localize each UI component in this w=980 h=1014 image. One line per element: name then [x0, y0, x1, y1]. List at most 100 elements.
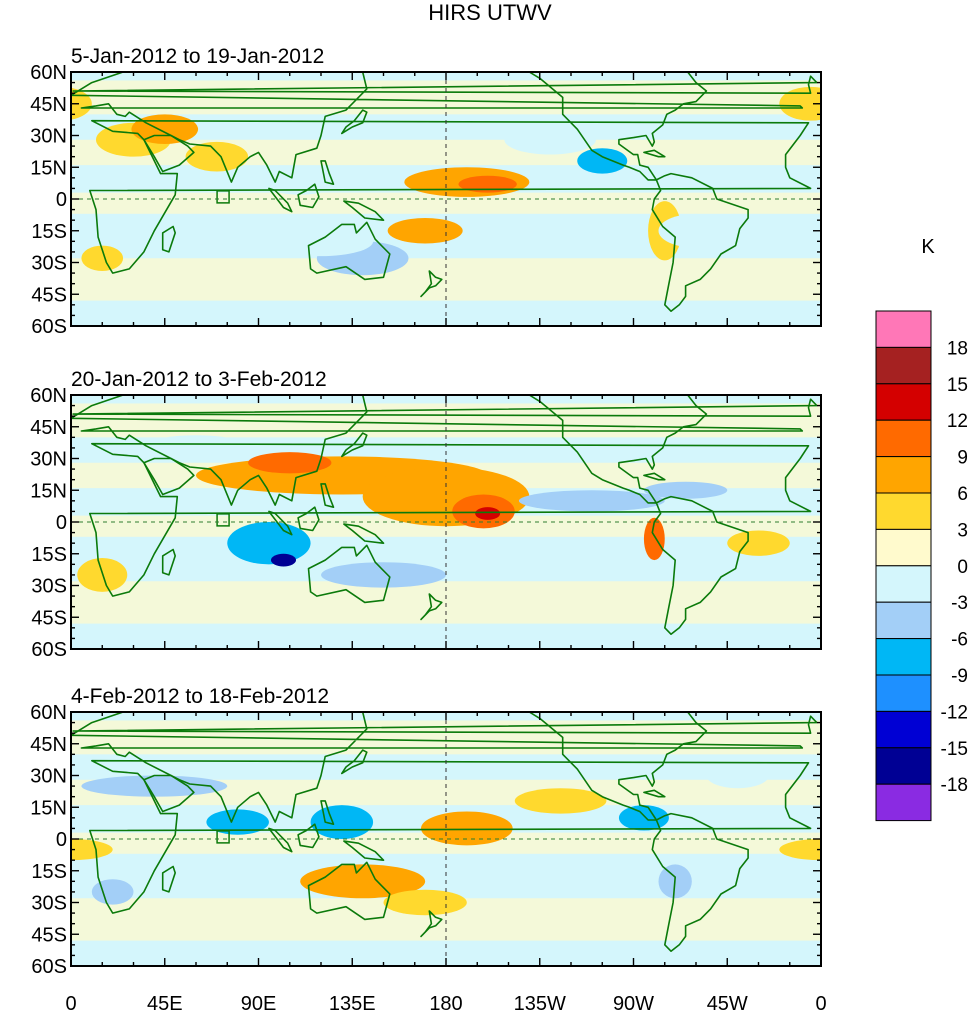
lat-label: 0 [56, 829, 67, 851]
coastline-sumatra [268, 827, 293, 853]
island-marker [216, 830, 230, 844]
anomaly-blob [271, 553, 296, 567]
coastline-newguinea [343, 523, 385, 545]
colorbar-box [875, 783, 932, 822]
lat-label: 30N [30, 766, 67, 788]
colorbar-box [875, 601, 932, 640]
coastline-cuba [643, 472, 666, 481]
coastline-samerica [651, 812, 749, 953]
colorbar-boxes [875, 310, 932, 822]
colorbar: K 18 15 12 9 6 3 0 -3 -6 -9 -12 -15 -18 [875, 236, 968, 822]
panel-period: 4-Feb-2012 to 18-Feb-2012 [71, 685, 329, 708]
colorbar-label: -18 [941, 775, 968, 796]
coastline-eurasia [71, 395, 804, 506]
coastline-australia [307, 544, 391, 604]
anomaly-blob [81, 775, 228, 797]
anomaly-blob [518, 490, 665, 512]
anomaly-blob [206, 809, 269, 835]
colorbar-box [875, 710, 932, 749]
anomaly-blob [262, 169, 338, 195]
lon-label: 45W [707, 993, 748, 1014]
coastline-nz [420, 593, 443, 621]
lon-label: 0 [815, 993, 826, 1014]
lon-label: 135E [329, 993, 376, 1014]
anomaly-blob [91, 879, 134, 905]
panel-period: 5-Jan-2012 to 19-Jan-2012 [71, 45, 324, 68]
colorbar-box [875, 565, 932, 603]
anomaly-blob [475, 507, 501, 520]
anomaly-blob [577, 148, 628, 174]
coastline-africa [89, 119, 812, 274]
coastline-eurasia [71, 72, 804, 183]
coastline-newguinea [343, 200, 385, 221]
map-field [0, 712, 821, 966]
coastline-philippines [320, 800, 335, 826]
coastline-japan [340, 432, 368, 458]
map-field [71, 395, 821, 649]
lat-label: 15N [30, 480, 67, 502]
anomaly-blob [779, 839, 821, 861]
anomaly-blob [643, 481, 728, 499]
coastline-nz [420, 910, 443, 938]
colorbar-box [875, 528, 932, 567]
colorbar-label: -15 [941, 739, 968, 760]
anomaly-blob [227, 522, 311, 565]
anomaly-blob [733, 228, 784, 255]
lat-label: 15S [31, 544, 67, 566]
coastline-samerica [651, 172, 749, 313]
colorbar-label: 12 [947, 411, 968, 432]
coastline-borneo [297, 183, 320, 209]
coastline-namerica [465, 72, 708, 181]
lat-label: 45S [31, 284, 67, 306]
panel-period: 20-Jan-2012 to 3-Feb-2012 [71, 368, 327, 391]
lat-label: 30S [31, 253, 67, 275]
coastline-africa [89, 759, 812, 914]
coastline-africa [89, 442, 812, 597]
coastline-sumatra [268, 187, 293, 213]
colorbar-label: 3 [957, 520, 968, 541]
coastline-namerica [465, 395, 708, 504]
colorbar-box [875, 492, 932, 530]
anomaly-blob [71, 839, 113, 861]
colorbar-label: -3 [951, 593, 968, 614]
coastline-namerica [465, 712, 708, 821]
colorbar-label: 18 [947, 338, 968, 359]
coastline-philippines [320, 160, 335, 185]
coastline-australia [307, 221, 391, 281]
coastline-arabia [143, 774, 195, 813]
lat-label: 60N [30, 62, 67, 84]
lat-label: 30N [30, 126, 67, 148]
lat-label: 60N [30, 702, 67, 724]
anomaly-blob [504, 124, 596, 155]
colorbar-label: 9 [957, 448, 968, 469]
anomaly-blob [383, 889, 467, 916]
lon-label: 0 [65, 993, 76, 1014]
anomaly-blob [0, 229, 34, 254]
lon-label: 90E [241, 993, 277, 1014]
coastline-madagascar [161, 225, 176, 253]
coastline-arabia [143, 134, 195, 173]
coastline-australia [307, 861, 391, 921]
lat-label: 30S [31, 893, 67, 915]
coastline-borneo [297, 823, 320, 849]
lat-label: 30N [30, 449, 67, 471]
lat-label: 45N [30, 417, 67, 439]
colorbar-labels: 18 15 12 9 6 3 0 -3 -6 -9 -12 -15 -18 [941, 338, 968, 796]
anomaly-blob [0, 763, 19, 788]
anomaly-blob [321, 562, 446, 588]
map-panels: 60N 45N 30N 15N 0 15S 30S 45S 60S 5-Jan-2012 to 1… [0, 45, 948, 1014]
anomaly-blob [268, 226, 374, 257]
coastline-uk [72, 715, 818, 735]
coastline-newguinea [343, 840, 385, 862]
anomaly-blob [881, 114, 948, 144]
coastline-cuba [643, 149, 666, 158]
lat-label: 0 [56, 189, 67, 211]
lat-label: 15S [31, 221, 67, 243]
map-panel-1: 60N 45N 30N 15N 0 15S 30S 45S 60S 5-Jan-2012 to 1… [0, 45, 948, 338]
coastline-arabia [143, 457, 195, 496]
colorbar-unit: K [921, 236, 935, 258]
coastline-madagascar [161, 548, 176, 576]
anomaly-blob [310, 805, 374, 839]
lat-label: 45N [30, 94, 67, 116]
